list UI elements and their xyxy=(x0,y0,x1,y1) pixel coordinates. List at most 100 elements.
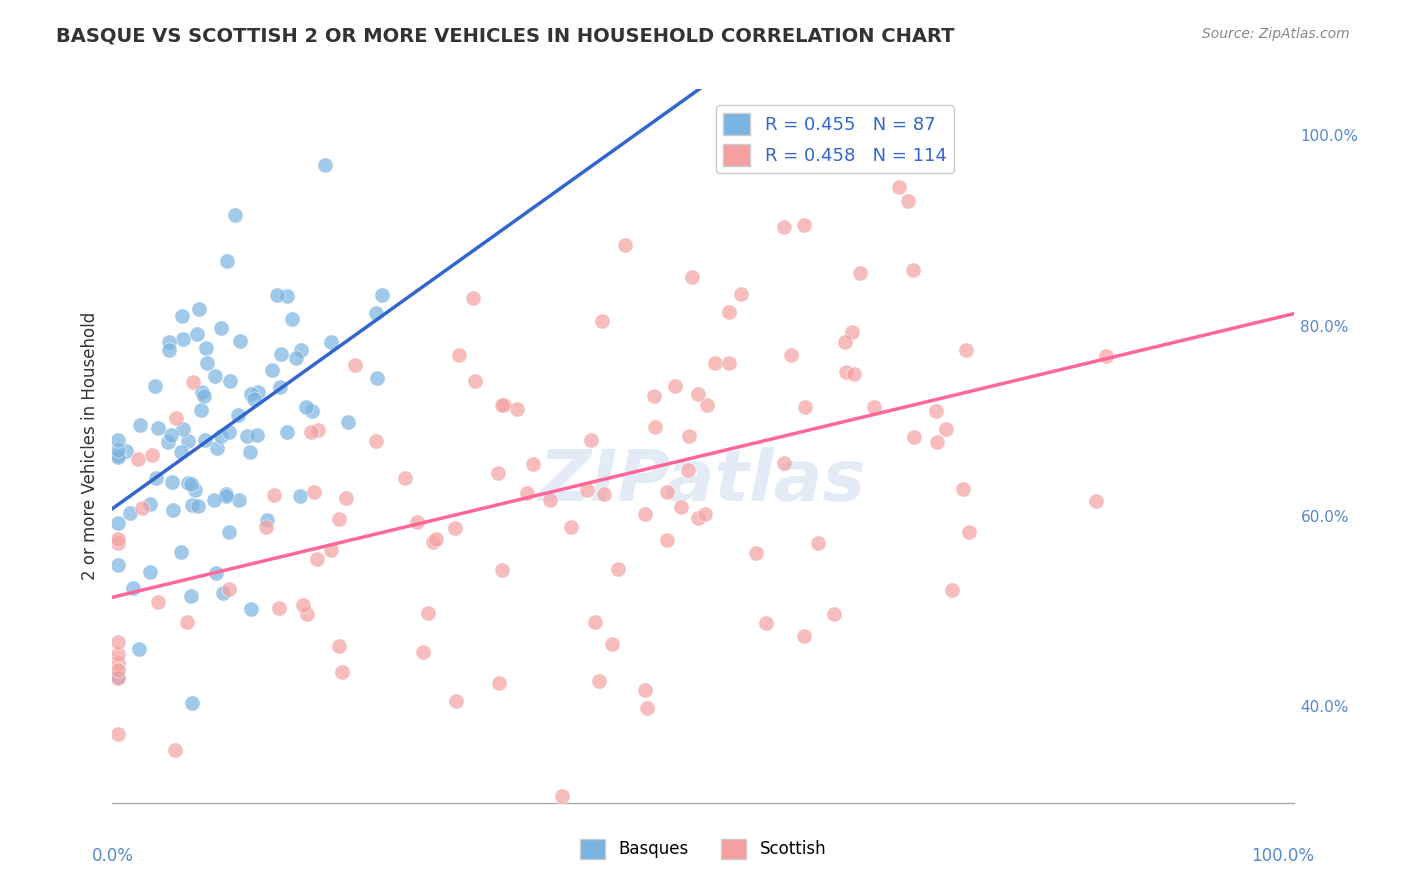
Point xyxy=(131,501,153,516)
Point xyxy=(212,586,235,600)
Point xyxy=(205,566,228,580)
Point xyxy=(107,670,129,684)
Point xyxy=(695,507,717,521)
Point xyxy=(696,398,718,412)
Y-axis label: 2 or more Vehicles in Household: 2 or more Vehicles in Household xyxy=(80,312,98,580)
Point xyxy=(336,415,359,429)
Point xyxy=(202,492,225,507)
Point xyxy=(678,429,700,443)
Point xyxy=(636,701,658,715)
Point xyxy=(162,503,184,517)
Point xyxy=(600,637,623,651)
Point xyxy=(160,427,183,442)
Point xyxy=(955,343,977,358)
Point xyxy=(276,289,298,303)
Point xyxy=(228,493,250,508)
Point xyxy=(215,490,238,504)
Point xyxy=(177,434,200,448)
Point xyxy=(486,466,509,480)
Point xyxy=(205,441,228,455)
Point xyxy=(793,218,815,232)
Point xyxy=(319,335,342,350)
Point xyxy=(181,375,204,389)
Point xyxy=(896,194,918,209)
Point xyxy=(204,369,226,384)
Point xyxy=(522,457,544,471)
Point xyxy=(215,486,238,500)
Point xyxy=(141,448,163,462)
Point xyxy=(755,616,778,631)
Point xyxy=(688,511,710,525)
Point xyxy=(1094,349,1116,363)
Point xyxy=(146,421,169,435)
Point xyxy=(516,486,538,500)
Point xyxy=(218,582,240,596)
Point xyxy=(366,371,388,385)
Point xyxy=(634,683,657,698)
Point xyxy=(172,422,194,436)
Point xyxy=(406,515,429,529)
Point xyxy=(903,430,925,444)
Point xyxy=(301,404,323,418)
Point xyxy=(165,743,187,757)
Point xyxy=(276,425,298,440)
Point xyxy=(226,408,249,422)
Point xyxy=(295,401,318,415)
Point xyxy=(591,313,613,327)
Point xyxy=(588,673,610,688)
Point xyxy=(593,487,616,501)
Point xyxy=(643,389,665,403)
Point xyxy=(107,532,129,546)
Point xyxy=(295,607,318,621)
Point xyxy=(239,602,262,616)
Point xyxy=(793,629,815,643)
Point xyxy=(180,589,202,603)
Point xyxy=(366,434,388,448)
Point xyxy=(835,365,858,379)
Point xyxy=(669,500,692,515)
Point xyxy=(464,374,486,388)
Point xyxy=(664,379,686,393)
Point xyxy=(107,443,129,458)
Point xyxy=(607,562,630,576)
Point xyxy=(254,520,277,534)
Text: 100.0%: 100.0% xyxy=(1301,129,1358,145)
Point xyxy=(157,434,180,449)
Point xyxy=(276,814,298,829)
Point xyxy=(145,470,167,484)
Point xyxy=(195,341,218,355)
Point xyxy=(730,287,752,301)
Point xyxy=(162,475,184,489)
Point xyxy=(335,491,357,505)
Point xyxy=(304,485,326,500)
Point xyxy=(444,694,467,708)
Point xyxy=(172,332,194,346)
Point xyxy=(159,343,181,358)
Text: 80.0%: 80.0% xyxy=(1301,319,1348,334)
Point xyxy=(148,595,170,609)
Point xyxy=(842,367,865,381)
Point xyxy=(127,452,149,467)
Point xyxy=(321,542,343,557)
Point xyxy=(246,384,269,399)
Point xyxy=(494,398,516,412)
Point xyxy=(165,411,187,425)
Point xyxy=(288,490,311,504)
Point xyxy=(849,266,872,280)
Point xyxy=(412,645,434,659)
Point xyxy=(218,425,240,440)
Point xyxy=(488,676,510,690)
Point xyxy=(394,471,416,485)
Point xyxy=(463,292,485,306)
Point xyxy=(218,524,240,539)
Point xyxy=(217,253,239,268)
Point xyxy=(614,238,637,252)
Point xyxy=(927,435,949,450)
Point xyxy=(364,306,387,320)
Point xyxy=(290,343,312,358)
Point xyxy=(371,288,394,302)
Point xyxy=(655,484,678,499)
Point xyxy=(807,536,830,550)
Point xyxy=(1085,494,1108,508)
Point xyxy=(538,492,561,507)
